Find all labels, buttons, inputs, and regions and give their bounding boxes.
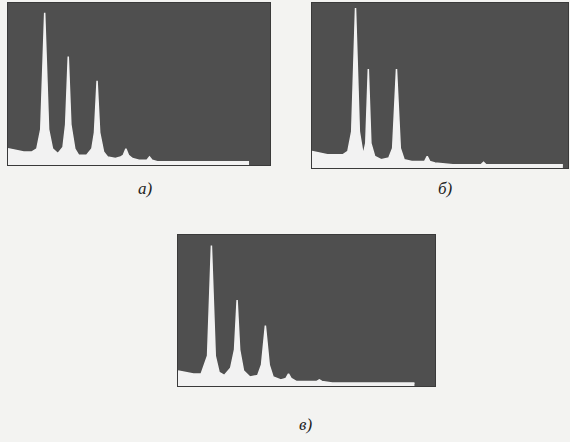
svg-text:б): б) [438,179,453,198]
svg-text:а): а) [138,179,153,198]
svg-text:в): в) [299,415,312,434]
